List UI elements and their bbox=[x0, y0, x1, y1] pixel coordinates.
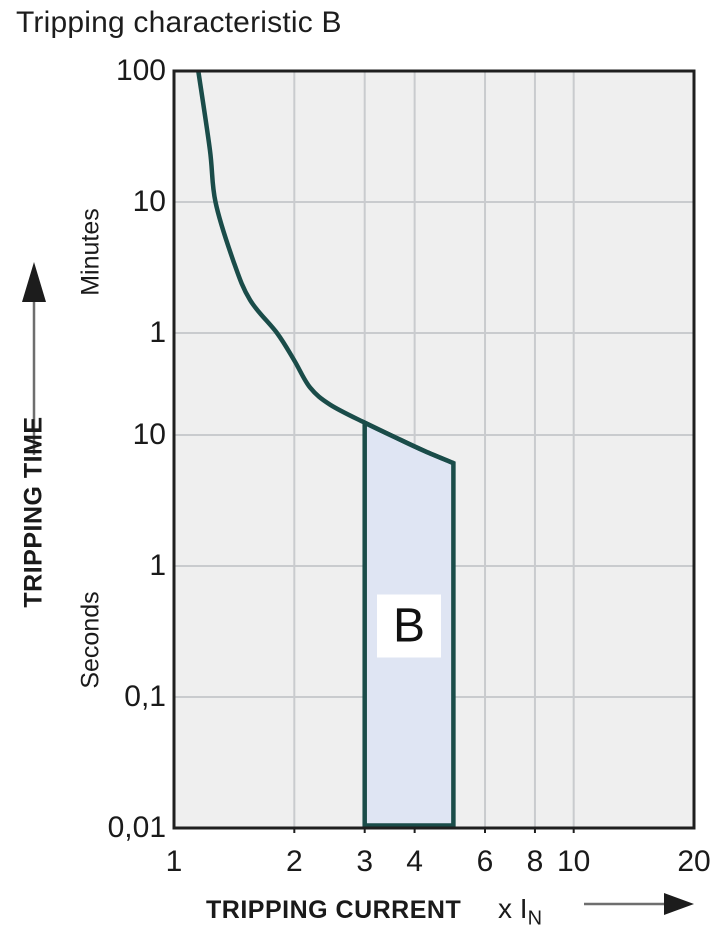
x-axis-unit: x IN bbox=[498, 893, 542, 929]
y-unit-seconds: Seconds bbox=[76, 591, 105, 690]
y-tick-label: 1 bbox=[149, 316, 166, 350]
x-axis-unit-subscript: N bbox=[527, 907, 543, 930]
y-axis-arrow-up-icon bbox=[22, 262, 46, 455]
page-title: Tripping characteristic B bbox=[16, 6, 342, 39]
y-axis-title: TRIPPING TIME bbox=[19, 416, 48, 608]
plot-border bbox=[172, 69, 696, 830]
x-tick-label: 1 bbox=[165, 845, 183, 878]
x-axis-unit-prefix: x I bbox=[498, 893, 528, 924]
x-tick-label: 8 bbox=[526, 845, 544, 878]
tripping-curve bbox=[196, 70, 455, 466]
region-label-b: B bbox=[377, 594, 442, 658]
x-tick-label: 4 bbox=[406, 845, 423, 878]
x-tick-label: 2 bbox=[285, 845, 303, 878]
y-tick-label: 10 bbox=[132, 417, 166, 451]
x-tick-label: 3 bbox=[356, 845, 374, 878]
y-tick-label: 100 bbox=[115, 54, 166, 87]
y-tick-label: 1 bbox=[149, 548, 166, 582]
x-tick-label: 20 bbox=[677, 845, 711, 878]
y-tick-label: 10 bbox=[132, 185, 166, 218]
y-tick-label: 0,01 bbox=[107, 811, 166, 844]
x-axis-title: TRIPPING CURRENT bbox=[206, 896, 462, 924]
x-tick-label: 6 bbox=[476, 845, 494, 878]
y-unit-minutes: Minutes bbox=[76, 208, 105, 296]
x-tick-label: 10 bbox=[556, 845, 591, 878]
y-tick-label: 0,1 bbox=[124, 679, 166, 713]
x-axis-arrow-right-icon bbox=[584, 893, 694, 915]
